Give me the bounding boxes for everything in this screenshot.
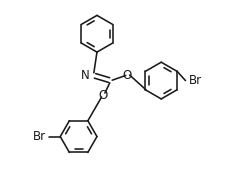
Text: Br: Br (32, 130, 45, 143)
Text: Br: Br (189, 74, 202, 87)
Text: O: O (99, 89, 108, 102)
Text: O: O (123, 69, 132, 82)
Text: N: N (81, 69, 90, 82)
